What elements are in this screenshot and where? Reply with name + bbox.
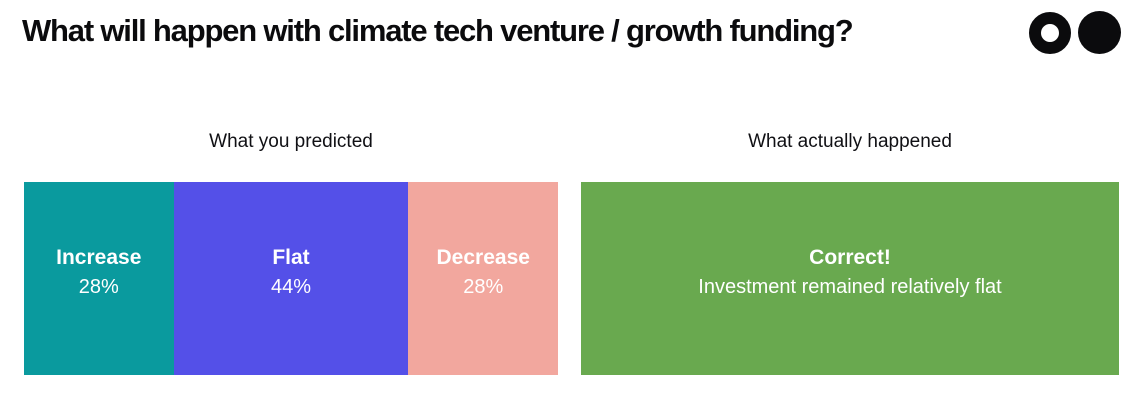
prediction-panel-title: What you predicted (209, 131, 373, 152)
page-title: What will happen with climate tech ventu… (22, 13, 854, 48)
outcome-bar: Correct! Investment remained relatively … (581, 182, 1119, 375)
outcome-result-segment: Correct! Investment remained relatively … (581, 182, 1119, 375)
segment-decrease: Decrease 28% (408, 182, 558, 375)
segment-decrease-value: 28% (463, 275, 504, 298)
donut-circle-icon (1029, 11, 1071, 54)
segment-increase: Increase 28% (24, 182, 174, 375)
outcome-result-label: Correct! (809, 245, 891, 269)
segment-decrease-label: Decrease (436, 245, 530, 269)
brand-logo (1029, 11, 1121, 54)
segment-increase-value: 28% (78, 275, 119, 298)
prediction-stacked-bar: Increase 28% Flat 44% Decrease 28% (24, 182, 558, 375)
segment-flat-text: Flat 44% (271, 243, 311, 301)
outcome-result-text: Correct! Investment remained relatively … (698, 243, 1001, 301)
filled-circle-icon (1078, 11, 1121, 54)
segment-increase-label: Increase (56, 245, 142, 269)
segment-increase-text: Increase 28% (56, 243, 141, 301)
segment-flat-value: 44% (270, 275, 311, 298)
outcome-result-sublabel: Investment remained relatively flat (698, 275, 1002, 298)
segment-flat-label: Flat (272, 245, 310, 269)
segment-decrease-text: Decrease 28% (437, 243, 530, 301)
outcome-panel-title: What actually happened (748, 131, 952, 152)
segment-flat: Flat 44% (173, 182, 409, 375)
